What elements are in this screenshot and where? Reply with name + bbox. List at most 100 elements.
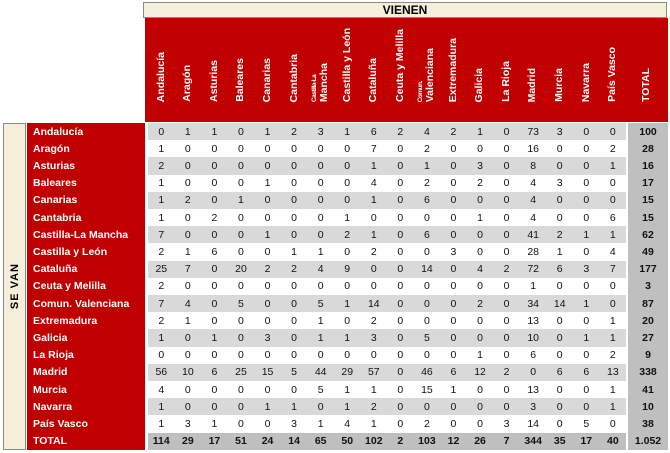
data-cell: 1 [317, 314, 324, 327]
column-header: Asturias [201, 18, 228, 122]
data-cell: 25 [235, 366, 247, 379]
data-cell: 4 [423, 125, 430, 138]
data-cell: 1 [583, 332, 590, 345]
table-row: 1 3 1 0 0 3 1 4 1 0 2 0 0 3 14 0 5 0 [148, 415, 626, 433]
data-cell: 0 [211, 194, 218, 207]
data-cell: 0 [583, 314, 590, 327]
data-cell: 1 [583, 228, 590, 241]
data-cell: 0 [370, 280, 377, 293]
data-cell: 6 [450, 366, 457, 379]
data-cell: 0 [184, 383, 191, 396]
data-cell: 0 [317, 211, 324, 224]
data-cell: 0 [291, 332, 298, 345]
data-cell: 7 [609, 263, 616, 276]
data-cell: 2 [158, 160, 165, 172]
data-cell: 0 [184, 349, 191, 362]
data-cell: 56 [155, 366, 168, 379]
data-cell: 2 [503, 366, 510, 379]
total-column-header-label: TOTAL [640, 67, 653, 102]
data-cell: 0 [238, 400, 244, 413]
table-row: 1 0 0 0 1 1 0 1 2 0 0 0 0 0 3 0 0 1 [148, 398, 626, 416]
data-cell: 1 [344, 332, 351, 345]
data-cell: 14 [421, 263, 433, 276]
data-cell: 0 [238, 280, 244, 293]
data-cell: 0 [291, 228, 298, 241]
data-cell: 2 [344, 228, 351, 241]
data-cell: 12 [447, 435, 460, 448]
data-cell: 0 [211, 228, 218, 241]
data-cell: 3 [530, 400, 537, 413]
table-row: 25 7 0 20 2 2 4 9 0 0 14 0 4 2 72 6 3 7 [148, 260, 626, 278]
data-cell: 2 [291, 263, 298, 276]
data-cell: 0 [264, 314, 271, 327]
data-cell: 0 [211, 177, 218, 190]
data-cell: 6 [556, 263, 563, 276]
data-cell: 0 [556, 194, 563, 207]
data-cell: 24 [261, 435, 274, 448]
column-header-band: Andalucía Aragón Asturias Baleares Canarias C… [145, 18, 668, 122]
data-cell: 0 [450, 211, 457, 224]
data-cell: 0 [264, 246, 271, 259]
data-cell: 3 [503, 418, 510, 431]
column-header: Navarra [573, 18, 600, 122]
data-cell: 0 [583, 280, 590, 293]
data-cell: 0 [423, 246, 430, 259]
data-cell: 0 [291, 194, 298, 207]
column-header: Ceuta y Melilla [387, 18, 414, 122]
data-cell: 0 [370, 349, 377, 362]
data-cell: 0 [423, 349, 430, 362]
row-label: Aragón [33, 142, 70, 155]
data-cell: 0 [450, 349, 457, 362]
data-cell: 0 [291, 280, 298, 293]
table-row: 0 0 0 0 0 0 0 0 0 0 0 0 1 0 6 0 0 2 [148, 346, 626, 364]
data-cell: 2 [477, 177, 483, 190]
row-label: Ceuta y Melilla [33, 280, 106, 293]
data-cell: 0 [609, 125, 616, 138]
data-cell: 1 [370, 418, 377, 431]
row-label-total: TOTAL [33, 435, 68, 448]
data-cell: 0 [477, 383, 483, 396]
row-label: Castilla y León [33, 246, 108, 259]
data-cell: 2 [184, 194, 191, 207]
row-label: Castilla-La Mancha [33, 228, 129, 241]
data-cell: 3 [477, 160, 483, 172]
data-cell: 0 [264, 383, 271, 396]
column-header-label: Madrid [526, 67, 539, 102]
data-cell: 0 [211, 314, 218, 327]
data-cell: 5 [291, 366, 298, 379]
data-cell: 3 [583, 263, 590, 276]
data-cell: 57 [367, 366, 380, 379]
data-cell: 0 [477, 314, 483, 327]
data-cell: 73 [527, 125, 539, 138]
data-cell: 0 [397, 194, 404, 207]
data-cell: 1 [344, 383, 351, 396]
data-cell: 0 [503, 349, 510, 362]
data-cell: 0 [397, 142, 404, 155]
row-label: Baleares [33, 177, 77, 190]
row-total-cell: 3 [645, 280, 651, 293]
data-cell: 51 [235, 435, 247, 448]
data-cell: 44 [314, 366, 327, 379]
data-cell: 0 [450, 418, 457, 431]
data-cell: 0 [211, 142, 218, 155]
data-cell: 0 [423, 314, 430, 327]
data-cell: 0 [503, 160, 510, 172]
data-cell: 0 [317, 194, 324, 207]
row-total-cell: 28 [642, 142, 654, 155]
data-cell: 35 [553, 435, 566, 448]
data-cell: 4 [158, 383, 165, 396]
data-cell: 0 [450, 314, 457, 327]
data-cell: 0 [423, 280, 430, 293]
data-cell: 0 [477, 332, 483, 345]
data-cell: 0 [503, 142, 510, 155]
data-cell: 0 [397, 418, 404, 431]
column-header-label: Castilla y León [340, 27, 353, 102]
data-cell: 17 [580, 435, 593, 448]
data-cell: 0 [477, 228, 483, 241]
data-cell: 6 [211, 366, 218, 379]
data-cell: 7 [158, 297, 165, 310]
row-total-cell: 177 [639, 263, 657, 276]
data-cell: 0 [370, 211, 377, 224]
data-cell: 40 [607, 435, 619, 448]
data-cell: 0 [503, 211, 510, 224]
